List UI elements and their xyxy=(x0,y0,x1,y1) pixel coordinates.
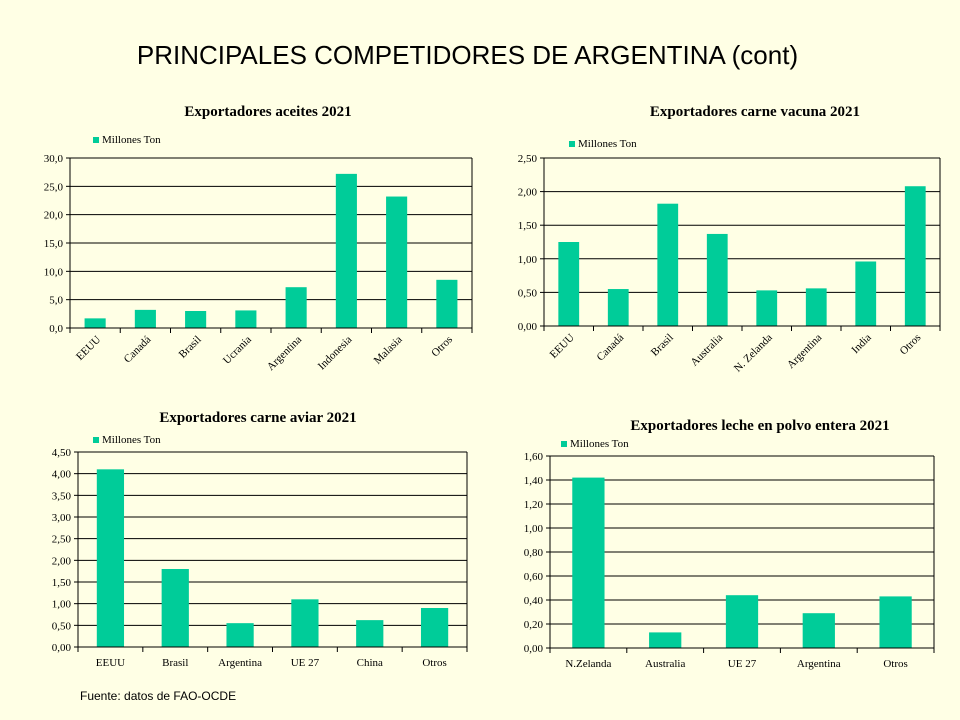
bar xyxy=(235,310,257,328)
x-tick-label: UE 27 xyxy=(728,658,757,670)
x-tick-label: Otros xyxy=(422,657,446,669)
legend-label: Millones Ton xyxy=(570,438,629,450)
y-tick-label: 4,50 xyxy=(52,447,72,459)
chart-title: Exportadores carne aviar 2021 xyxy=(159,410,356,426)
y-tick-label: 5,0 xyxy=(49,295,63,307)
bar xyxy=(185,311,207,328)
bar xyxy=(420,608,449,647)
chart-title: Exportadores aceites 2021 xyxy=(184,104,351,120)
y-tick-label: 0,50 xyxy=(52,620,72,632)
y-tick-label: 1,50 xyxy=(52,577,72,589)
legend-swatch xyxy=(561,441,567,447)
bar xyxy=(291,599,319,647)
source-note: Fuente: datos de FAO-OCDE xyxy=(80,689,237,703)
x-tick-label: Otros xyxy=(883,658,907,670)
y-tick-label: 2,50 xyxy=(518,153,538,165)
y-tick-label: 0,50 xyxy=(518,287,538,299)
bar xyxy=(725,595,759,648)
y-tick-label: 3,00 xyxy=(52,512,72,524)
legend-label: Millones Ton xyxy=(578,138,637,150)
x-tick-label: Brasil xyxy=(162,657,188,669)
bar xyxy=(558,242,580,326)
legend-swatch xyxy=(569,141,575,147)
bar xyxy=(161,569,189,647)
y-tick-label: 0,80 xyxy=(524,547,544,559)
legend-label: Millones Ton xyxy=(102,434,161,446)
y-tick-label: 1,00 xyxy=(518,254,538,266)
x-tick-label: N.Zelanda xyxy=(565,658,611,670)
bar xyxy=(706,233,728,326)
y-tick-label: 1,00 xyxy=(52,599,72,611)
y-tick-label: 25,0 xyxy=(44,181,64,193)
y-tick-label: 0,00 xyxy=(52,642,72,654)
chart-title: Exportadores carne vacuna 2021 xyxy=(650,104,860,120)
y-tick-label: 1,50 xyxy=(518,220,538,232)
bar xyxy=(386,196,408,328)
y-tick-label: 0,0 xyxy=(49,323,63,335)
bar xyxy=(356,620,384,647)
bar xyxy=(84,318,106,328)
bar xyxy=(226,623,254,647)
y-tick-label: 0,00 xyxy=(524,643,544,655)
bar xyxy=(756,290,778,326)
y-tick-label: 1,40 xyxy=(524,475,544,487)
x-tick-label: Argentina xyxy=(797,658,841,670)
x-tick-label: EEUU xyxy=(96,657,125,669)
bar xyxy=(607,289,629,326)
bar xyxy=(96,469,125,647)
y-tick-label: 30,0 xyxy=(44,153,64,165)
bar xyxy=(879,596,912,648)
legend-swatch xyxy=(93,437,99,443)
x-tick-label: Australia xyxy=(645,658,685,670)
bar xyxy=(335,173,357,328)
y-tick-label: 0,60 xyxy=(524,571,544,583)
y-tick-label: 0,20 xyxy=(524,619,544,631)
bar xyxy=(855,261,877,326)
bar xyxy=(649,632,682,648)
bar xyxy=(805,288,827,326)
bar xyxy=(572,477,605,648)
bar xyxy=(436,279,458,328)
y-tick-label: 3,50 xyxy=(52,490,72,502)
y-tick-label: 10,0 xyxy=(44,266,64,278)
y-tick-label: 20,0 xyxy=(44,210,64,222)
bar xyxy=(802,613,835,648)
legend-label: Millones Ton xyxy=(102,134,161,146)
x-tick-label: Argentina xyxy=(218,657,262,669)
y-tick-label: 2,00 xyxy=(52,555,72,567)
legend-swatch xyxy=(93,137,99,143)
bar xyxy=(285,287,307,328)
y-tick-label: 1,20 xyxy=(524,499,544,511)
y-tick-label: 1,00 xyxy=(524,523,544,535)
y-tick-label: 2,00 xyxy=(518,187,538,199)
y-tick-label: 15,0 xyxy=(44,238,64,250)
y-tick-label: 0,00 xyxy=(518,321,538,333)
x-tick-label: China xyxy=(357,657,383,669)
bar xyxy=(134,309,156,328)
bar xyxy=(657,203,679,326)
chart-title: Exportadores leche en polvo entera 2021 xyxy=(630,418,889,434)
bar xyxy=(904,186,926,326)
x-tick-label: UE 27 xyxy=(291,657,320,669)
page-title: PRINCIPALES COMPETIDORES DE ARGENTINA (c… xyxy=(136,40,799,70)
y-tick-label: 1,60 xyxy=(524,451,544,463)
y-tick-label: 0,40 xyxy=(524,595,544,607)
y-tick-label: 4,00 xyxy=(52,469,72,481)
y-tick-label: 2,50 xyxy=(52,534,72,546)
